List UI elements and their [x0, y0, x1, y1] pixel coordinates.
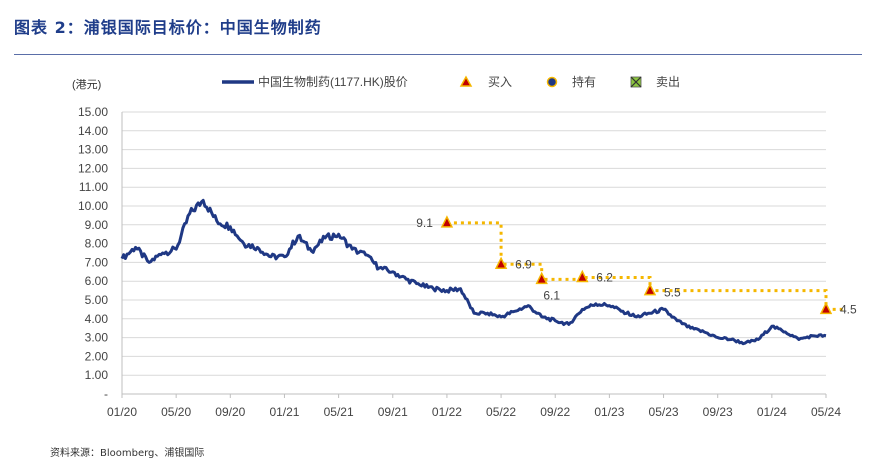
legend-sell-cross	[630, 76, 642, 88]
chart-title: 图表 2：浦银国际目标价：中国生物制药	[14, 18, 322, 37]
buy-marker	[535, 271, 548, 285]
y-tick-label: 15.00	[78, 105, 108, 119]
stock-price-chart: - 1.00 2.00 3.00 4.00 5.00 6.00 7.00 8.00 9.00 10.…	[72, 74, 857, 419]
y-tick-label: 4.00	[85, 312, 109, 326]
y-axis-label: (港元)	[72, 78, 101, 91]
title-divider	[14, 54, 862, 55]
x-tick-label: 09/20	[215, 405, 245, 419]
buy-marker	[819, 301, 833, 315]
target-price-label: 9.1	[416, 216, 433, 230]
target-price-label: 6.9	[515, 257, 532, 271]
x-tick-label: 09/22	[540, 405, 570, 419]
x-tick-label: 01/20	[107, 405, 137, 419]
target-price-label: 5.5	[664, 286, 681, 300]
y-tick-label: 11.00	[79, 180, 108, 194]
legend-buy-label: 买入	[488, 75, 512, 89]
grid-layer	[121, 111, 826, 395]
x-tick-label: 01/24	[757, 405, 787, 419]
legend-price-label: 中国生物制药(1177.HK)股价	[258, 74, 408, 89]
y-tick-label: 2.00	[85, 349, 109, 363]
target-price-layer: 9.1 6.9 6.1 6.2 5.5 4.5	[416, 215, 857, 316]
x-tick-label: 05/23	[649, 405, 679, 419]
y-tick-label: 13.00	[78, 143, 108, 157]
target-price-label: 6.2	[596, 270, 613, 284]
x-tick-label: 05/22	[486, 405, 516, 419]
y-tick-label: 10.00	[78, 199, 108, 213]
legend: 中国生物制药(1177.HK)股价 买入 持有 卖出	[222, 74, 680, 89]
buy-marker	[494, 256, 508, 270]
buy-marker	[440, 215, 454, 228]
target-price-label: 6.1	[543, 288, 560, 302]
y-tick-label: 6.00	[85, 274, 109, 288]
x-tick-label: 01/23	[594, 405, 624, 419]
series-layer	[120, 198, 827, 346]
y-tick-label: 1.00	[85, 368, 109, 382]
legend-buy-icon	[459, 75, 473, 87]
x-tick-label: 05/24	[811, 405, 841, 419]
x-tick-label: 05/21	[324, 405, 354, 419]
y-tick-label: 8.00	[85, 237, 109, 251]
x-tick-label: 09/21	[378, 405, 408, 419]
buy-marker	[576, 269, 589, 283]
legend-sell-label: 卖出	[656, 75, 680, 89]
buy-marker	[643, 282, 657, 296]
legend-hold-icon	[546, 76, 558, 88]
x-axis: 01/20 05/20 09/20 01/21 05/21 09/21 01/22 05/22…	[107, 394, 841, 419]
y-tick-label: 14.00	[78, 124, 108, 138]
y-tick-label: -	[104, 387, 108, 401]
x-tick-label: 09/23	[703, 405, 733, 419]
x-tick-label: 01/21	[269, 405, 299, 419]
y-tick-label: 9.00	[85, 218, 109, 232]
x-tick-label: 01/22	[432, 405, 462, 419]
y-axis: - 1.00 2.00 3.00 4.00 5.00 6.00 7.00 8.00 9.00 10.…	[78, 105, 108, 401]
y-tick-label: 5.00	[85, 293, 109, 307]
target-price-line	[446, 221, 844, 311]
x-tick-label: 05/20	[161, 405, 191, 419]
source-note: 资料来源：Bloomberg、浦银国际	[50, 448, 205, 459]
y-tick-label: 3.00	[85, 331, 109, 345]
price-line	[120, 198, 827, 346]
y-tick-label: 12.00	[78, 161, 108, 175]
legend-hold-label: 持有	[572, 74, 596, 89]
y-tick-label: 7.00	[85, 255, 109, 269]
target-price-label: 4.5	[840, 302, 857, 316]
